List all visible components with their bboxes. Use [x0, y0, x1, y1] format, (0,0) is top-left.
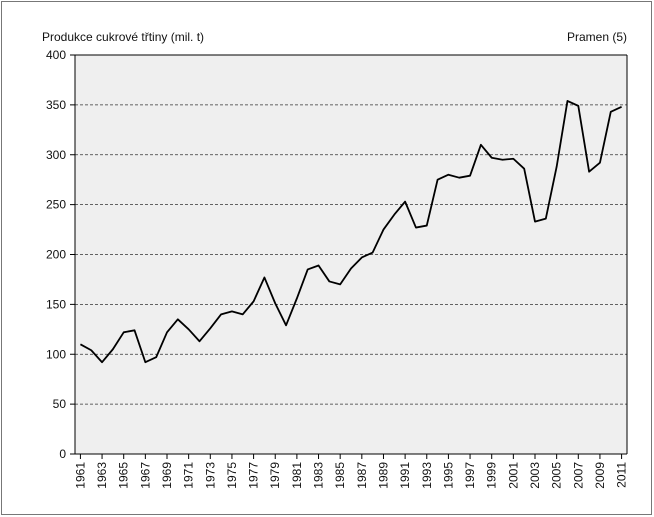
x-tick-label: 1979: [268, 462, 282, 489]
y-tick-label: 300: [46, 148, 66, 162]
y-tick-label: 350: [46, 98, 66, 112]
x-tick-label: 1991: [398, 462, 412, 489]
x-tick-label: 1987: [355, 462, 369, 489]
x-tick-label: 1981: [290, 462, 304, 489]
x-tick-label: 1983: [312, 462, 326, 489]
x-tick-label: 1989: [376, 462, 390, 489]
x-tick-label: 1977: [247, 462, 261, 489]
x-tick-label: 2009: [593, 462, 607, 489]
y-tick-label: 150: [46, 297, 66, 311]
x-tick-label: 2011: [615, 462, 629, 488]
chart-title: Produkce cukrové třtiny (mil. t): [42, 30, 204, 44]
x-tick-label: 1973: [203, 462, 217, 489]
x-tick-label: 2007: [571, 462, 585, 489]
source-note: Pramen (5): [567, 30, 627, 44]
y-tick-label: 200: [46, 248, 66, 262]
x-tick-label: 2001: [506, 462, 520, 489]
line: [79, 99, 622, 364]
x-tick-label: 1995: [441, 462, 455, 489]
x-tick-label: 2003: [528, 462, 542, 489]
y-tick-label: 50: [53, 397, 67, 411]
x-tick-label: 1965: [117, 462, 131, 489]
x-tick-label: 1993: [420, 462, 434, 489]
x-tick-label: 1963: [95, 462, 109, 489]
x-tick-label: 1969: [160, 462, 174, 489]
x-tick-label: 1975: [225, 462, 239, 489]
x-tick-label: 2005: [550, 462, 564, 489]
x-tick-label: 1967: [138, 462, 152, 489]
y-tick-label: 0: [59, 447, 66, 461]
x-tick-label: 1985: [333, 462, 347, 489]
x-tick-label: 1997: [463, 462, 477, 489]
y-tick-label: 400: [46, 48, 66, 62]
y-tick-label: 100: [46, 347, 66, 361]
y-tick-label: 250: [46, 198, 66, 212]
x-tick-label: 1961: [73, 462, 87, 489]
x-tick-label: 1999: [485, 462, 499, 489]
x-tick-label: 1971: [182, 462, 196, 489]
